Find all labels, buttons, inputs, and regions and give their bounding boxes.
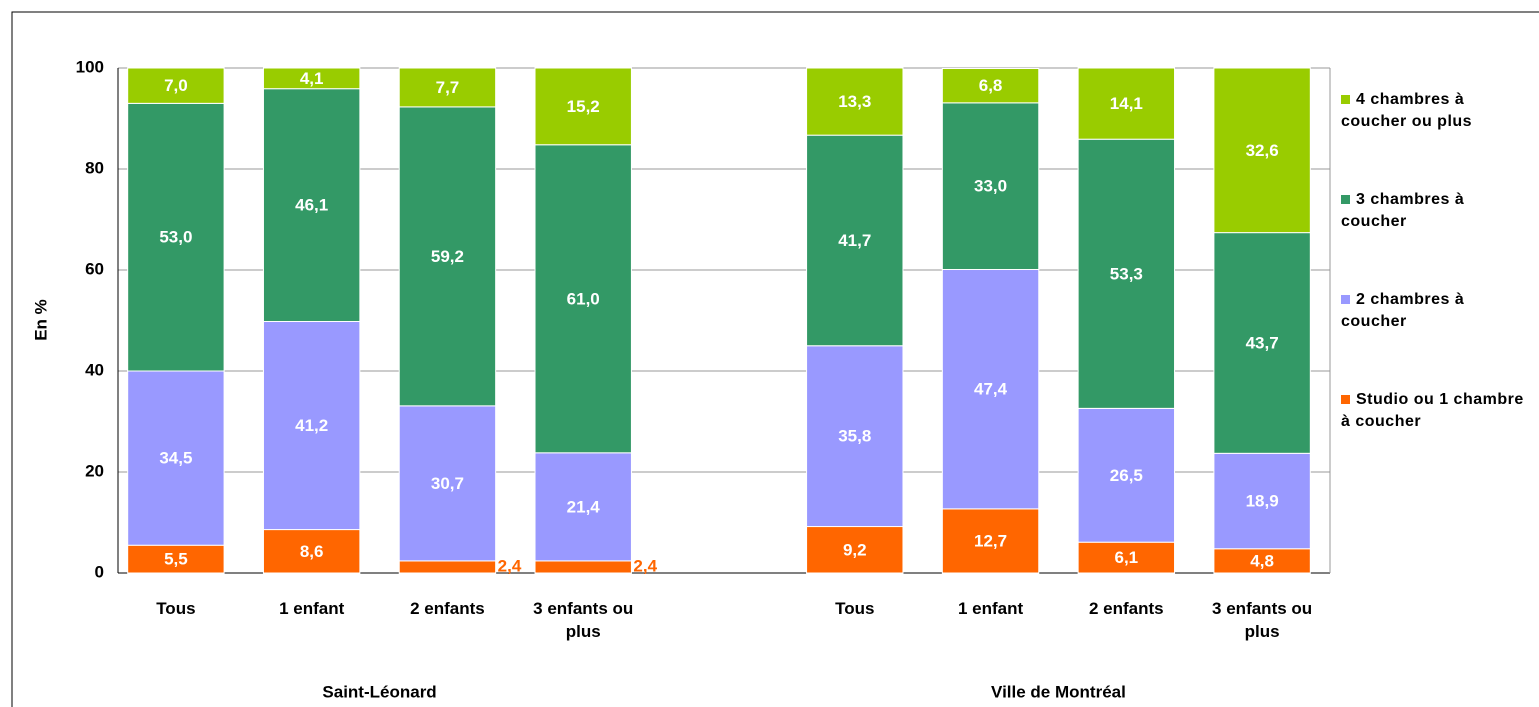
x-tick-label: 2 enfants (1089, 599, 1164, 618)
legend-entry: 2 chambres à coucher (1341, 289, 1531, 333)
bar-segment (941, 68, 1040, 104)
bar-segment (941, 508, 1040, 574)
value-label: 9,2 (843, 540, 867, 559)
x-tick-label: 3 enfants ou plus (533, 599, 634, 641)
value-label: 2,4 (498, 556, 522, 575)
legend-entry: Studio ou 1 chambre à coucher (1341, 389, 1531, 433)
value-label: 30,7 (431, 474, 464, 493)
value-label: 34,5 (159, 449, 192, 468)
value-label: 6,8 (979, 76, 1003, 95)
value-label: 15,2 (567, 97, 600, 116)
bar-segment (262, 529, 361, 574)
y-tick-label: 80 (85, 158, 104, 177)
bar-segment (806, 67, 904, 136)
legend-swatch (1341, 195, 1350, 204)
y-tick-label: 60 (85, 259, 104, 278)
value-label: 7,7 (436, 78, 460, 97)
bar-segment (534, 144, 632, 454)
value-label: 35,8 (838, 427, 871, 446)
legend-label: 2 chambres à coucher (1341, 291, 1465, 330)
legend-label: 4 chambres à coucher ou plus (1341, 91, 1473, 130)
y-axis-label: En % (31, 299, 50, 341)
group-label: Saint-Léonard (322, 682, 436, 701)
legend-swatch (1341, 95, 1350, 104)
value-label: 61,0 (567, 289, 600, 308)
bar-segment (398, 560, 497, 574)
bar-segment (1077, 67, 1176, 140)
bar-segment (534, 67, 632, 146)
value-label: 14,1 (1110, 94, 1143, 113)
bar-segment (398, 405, 497, 562)
bar-segment (1077, 138, 1176, 409)
y-tick-label: 100 (76, 57, 104, 76)
bar-segment (127, 102, 225, 372)
x-tick-label: Tous (156, 599, 196, 618)
bar-segment (806, 526, 904, 574)
legend-label: Studio ou 1 chambre à coucher (1341, 391, 1524, 430)
x-tick-label: 1 enfant (957, 599, 1024, 618)
bar-segment (398, 106, 497, 407)
bar-segment (398, 67, 497, 108)
bar-segment (806, 134, 904, 347)
bar-segment (534, 560, 632, 574)
value-label: 32,6 (1246, 141, 1279, 160)
frame (11, 11, 1539, 707)
bar-segment (1213, 232, 1311, 454)
bar-segment (127, 544, 225, 574)
value-label: 53,3 (1110, 264, 1143, 283)
value-label: 5,5 (164, 550, 188, 569)
x-tick-label: Tous (835, 599, 875, 618)
bar-segment (534, 452, 632, 562)
value-label: 59,2 (431, 247, 464, 266)
bar-segment (941, 102, 1040, 270)
legend-swatch (1341, 295, 1350, 304)
bar-segment (262, 88, 361, 323)
bar-segment (127, 370, 225, 546)
value-label: 4,8 (1250, 551, 1274, 570)
legend-swatch (1341, 395, 1350, 404)
bar-segment (262, 321, 361, 531)
x-tick-label: 2 enfants (410, 599, 485, 618)
legend-entry: 4 chambres à coucher ou plus (1341, 89, 1531, 133)
bar-segment (1077, 407, 1176, 543)
value-label: 43,7 (1246, 333, 1279, 352)
value-label: 7,0 (164, 76, 188, 95)
bar-segment (1213, 548, 1311, 574)
bar-segment (1213, 452, 1311, 550)
value-label: 4,1 (300, 69, 324, 88)
value-label: 47,4 (974, 380, 1008, 399)
y-tick-label: 20 (85, 461, 104, 480)
value-label: 46,1 (295, 196, 328, 215)
legend-label: 3 chambres à coucher (1341, 191, 1465, 230)
value-label: 2,4 (633, 556, 657, 575)
value-label: 6,1 (1115, 548, 1139, 567)
y-tick-label: 0 (95, 562, 104, 581)
legend-entry: 3 chambres à coucher (1341, 189, 1531, 233)
x-tick-label: 1 enfant (279, 599, 345, 618)
value-label: 13,3 (838, 92, 871, 111)
value-label: 41,2 (295, 416, 328, 435)
value-label: 41,7 (838, 231, 871, 250)
value-label: 21,4 (567, 497, 601, 516)
bar-segment (262, 67, 361, 90)
value-label: 18,9 (1246, 492, 1279, 511)
bar-segment (127, 67, 225, 104)
value-label: 33,0 (974, 177, 1007, 196)
group-label: Ville de Montréal (991, 682, 1126, 701)
x-tick-label: 3 enfants ou plus (1212, 599, 1313, 641)
value-label: 12,7 (974, 531, 1007, 550)
value-label: 8,6 (300, 542, 324, 561)
bar-segment (1077, 541, 1176, 574)
bar-segment (1213, 67, 1311, 234)
value-label: 26,5 (1110, 466, 1143, 485)
value-label: 53,0 (159, 228, 192, 247)
y-tick-label: 40 (85, 360, 104, 379)
bar-segment (806, 345, 904, 528)
bar-segment (941, 268, 1040, 510)
